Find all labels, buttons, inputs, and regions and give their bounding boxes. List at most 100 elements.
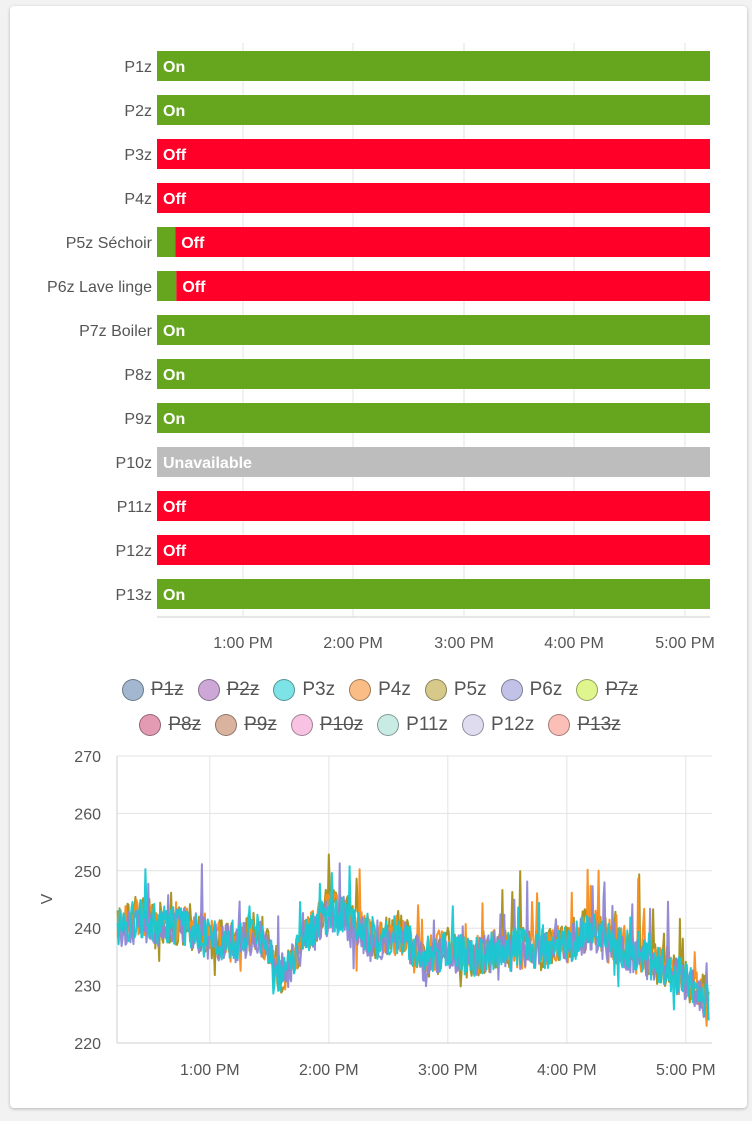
legend-item-p6z[interactable]: P6z	[500, 678, 563, 701]
timeline-x-tick-label: 5:00 PM	[655, 635, 715, 652]
timeline-state-bar[interactable]	[176, 271, 711, 301]
timeline-x-tick-label: 2:00 PM	[323, 635, 383, 652]
legend-item-p3z[interactable]: P3z	[273, 678, 336, 701]
timeline-state-label: On	[163, 367, 185, 384]
legend-item-p2z[interactable]: P2z	[197, 678, 260, 701]
timeline-state-bar[interactable]	[157, 51, 710, 81]
timeline-row-label: P6z Lave linge	[47, 279, 152, 296]
chart-legend: P1z P2z P3z P4z P5z P6z P7z P8z P9z P10z P11z P12z…	[60, 672, 700, 742]
legend-item-p11z[interactable]: P11z	[377, 713, 449, 736]
legend-item-p12z[interactable]: P12z	[462, 713, 535, 736]
x-tick-label: 5:00 PM	[656, 1062, 716, 1079]
timeline-row-label: P10z	[116, 455, 152, 472]
timeline-x-tick-label: 3:00 PM	[434, 635, 494, 652]
legend-item-p4z[interactable]: P4z	[349, 678, 411, 701]
legend-color-swatch	[424, 678, 447, 701]
timeline-state-bar[interactable]	[157, 271, 177, 301]
legend-item-p13z[interactable]: P13z	[548, 713, 621, 736]
y-tick-label: 270	[74, 749, 101, 766]
legend-label: P1z	[150, 678, 184, 700]
legend-label: P9z	[244, 713, 277, 735]
timeline-state-label: Off	[163, 499, 187, 516]
timeline-state-label: Off	[181, 235, 205, 252]
timeline-state-label: On	[163, 59, 185, 76]
legend-item-p8z[interactable]: P8z	[139, 713, 202, 736]
timeline-row-label: P5z Séchoir	[66, 235, 153, 252]
timeline-chart: P1z On P2z On P3z Off P4z Off P5z Séchoir Off P6z …	[47, 43, 715, 652]
timeline-state-bar[interactable]	[157, 95, 710, 125]
timeline-state-bar[interactable]	[157, 183, 710, 213]
legend-item-p9z[interactable]: P9z	[215, 713, 277, 736]
timeline-state-bar[interactable]	[175, 227, 710, 257]
legend-label: P7z	[605, 678, 639, 700]
timeline-state-bar[interactable]	[157, 359, 710, 389]
timeline-row-label: P1z	[124, 59, 152, 76]
timeline-state-bar[interactable]	[157, 447, 710, 477]
timeline-state-label: Off	[163, 543, 187, 560]
timeline-x-tick-label: 1:00 PM	[213, 635, 273, 652]
legend-color-swatch	[197, 678, 220, 701]
voltage-line-chart: 220 230 240 250 260 270 1:00 PM 2:00 PM 3:00 PM 4…	[39, 749, 716, 1079]
legend-label: P10z	[319, 713, 364, 735]
timeline-state-bar[interactable]	[157, 139, 710, 169]
legend-color-swatch	[500, 678, 523, 701]
legend-color-swatch	[576, 678, 599, 701]
legend-color-swatch	[548, 713, 571, 736]
legend-color-swatch	[349, 678, 372, 701]
timeline-state-label: Off	[163, 147, 187, 164]
legend-color-swatch	[290, 713, 313, 736]
y-tick-label: 220	[74, 1036, 101, 1053]
timeline-row-label: P9z	[124, 411, 152, 428]
timeline-state-bar[interactable]	[157, 403, 710, 433]
x-tick-label: 4:00 PM	[537, 1062, 597, 1079]
timeline-row-label: P11z	[117, 499, 152, 516]
timeline-state-label: On	[163, 411, 185, 428]
timeline-state-label: On	[163, 323, 185, 340]
legend-item-p1z[interactable]: P1z	[121, 678, 184, 701]
timeline-row-label: P7z Boiler	[79, 323, 153, 340]
x-tick-label: 2:00 PM	[299, 1062, 359, 1079]
timeline-row-label: P4z	[124, 191, 152, 208]
legend-label: P12z	[491, 713, 535, 735]
legend-label: P8z	[168, 713, 202, 735]
y-tick-label: 260	[74, 806, 101, 823]
legend-label: P3z	[302, 678, 336, 700]
legend-row: P1z P2z P3z P4z P5z P6z P7z	[60, 672, 700, 707]
series-line-p3z	[116, 865, 710, 1021]
y-axis-label: V	[39, 893, 56, 904]
timeline-row-label: P8z	[124, 367, 152, 384]
x-tick-label: 3:00 PM	[418, 1062, 478, 1079]
timeline-state-label: Unavailable	[163, 455, 252, 472]
timeline-state-label: Off	[182, 279, 206, 296]
legend-color-swatch	[377, 713, 400, 736]
legend-color-swatch	[462, 713, 485, 736]
legend-color-swatch	[215, 713, 238, 736]
timeline-state-bar[interactable]	[157, 315, 710, 345]
legend-label: P4z	[378, 678, 411, 700]
legend-color-swatch	[273, 678, 296, 701]
legend-color-swatch	[139, 713, 162, 736]
legend-label: P5z	[453, 678, 487, 700]
timeline-state-bar[interactable]	[157, 491, 710, 521]
timeline-row-label: P2z	[124, 103, 152, 120]
timeline-x-tick-label: 4:00 PM	[544, 635, 604, 652]
legend-item-p7z[interactable]: P7z	[576, 678, 639, 701]
timeline-state-bar[interactable]	[157, 227, 176, 257]
x-tick-label: 1:00 PM	[180, 1062, 240, 1079]
legend-color-swatch	[121, 678, 144, 701]
timeline-state-label: On	[163, 103, 185, 120]
y-tick-label: 230	[74, 979, 101, 996]
timeline-state-label: On	[163, 587, 185, 604]
timeline-state-label: Off	[163, 191, 187, 208]
legend-item-p5z[interactable]: P5z	[424, 678, 487, 701]
y-tick-label: 250	[74, 864, 101, 881]
legend-label: P11z	[406, 713, 449, 735]
timeline-state-bar[interactable]	[157, 535, 710, 565]
legend-label: P2z	[226, 678, 260, 700]
timeline-row-label: P13z	[116, 587, 152, 604]
legend-label: P13z	[577, 713, 621, 735]
legend-item-p10z[interactable]: P10z	[290, 713, 364, 736]
timeline-state-bar[interactable]	[157, 579, 710, 609]
timeline-row-label: P3z	[124, 147, 152, 164]
legend-label: P6z	[529, 678, 563, 700]
